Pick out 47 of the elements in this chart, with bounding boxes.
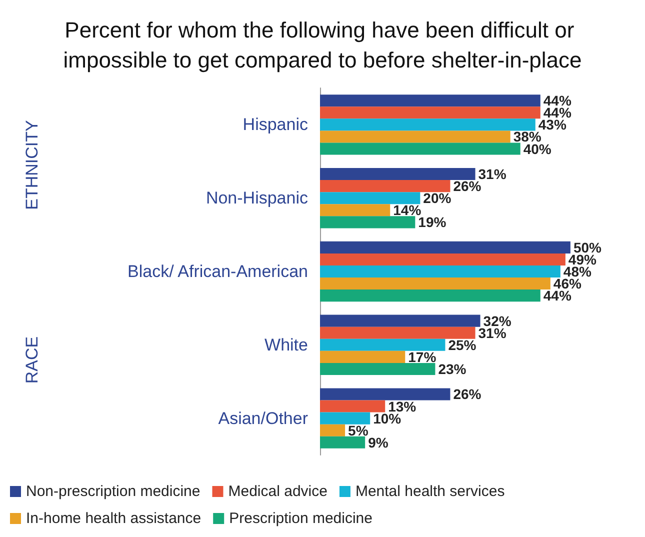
data-label: 9% (368, 434, 389, 450)
bar (320, 142, 520, 155)
bar (320, 265, 560, 278)
bar (320, 241, 570, 254)
bar (320, 192, 420, 204)
bar (320, 314, 480, 327)
y-tick-label: Non-Hispanic (206, 188, 308, 208)
bar (320, 338, 446, 351)
data-label: 25% (448, 336, 477, 353)
y-tick-label: Black/ African-American (128, 262, 308, 281)
data-label: 50% (573, 239, 602, 256)
bar (320, 168, 476, 180)
text: RACE (22, 336, 42, 384)
y-tick-label: Hispanic (242, 115, 308, 134)
data-label: 13% (388, 398, 417, 414)
data-label: 26% (453, 386, 482, 402)
bar (320, 180, 450, 192)
bar (320, 362, 436, 375)
bar (320, 424, 346, 436)
bar (320, 326, 476, 339)
legend-label: Non-prescription medicine (26, 483, 200, 500)
bar (320, 216, 416, 228)
bar (320, 350, 406, 363)
bar (320, 204, 390, 216)
data-label: 5% (348, 422, 369, 438)
data-label: 23% (438, 360, 467, 377)
legend-label: Medical advice (228, 483, 328, 500)
legend-label: Mental health services (355, 483, 505, 500)
data-label: 17% (408, 348, 437, 365)
bar (320, 388, 450, 400)
bar (320, 118, 536, 131)
text: ETHNICITY (22, 120, 42, 210)
bar (320, 290, 540, 302)
bar (320, 278, 550, 290)
bar (320, 400, 386, 412)
y-tick-label: White (264, 335, 308, 354)
bar (320, 253, 566, 266)
legend-label: In-home health assistance (26, 510, 202, 527)
bar (320, 130, 510, 143)
bar (320, 436, 366, 448)
y-tick-label: Asian/Other (218, 408, 308, 428)
bar (320, 106, 540, 119)
bar (320, 94, 540, 107)
chart-title: Percent for whom the following have been difficult or impossible to get compared to before shelter-in-place (63, 18, 582, 72)
bar (320, 412, 370, 424)
legend-label: Prescription medicine (229, 510, 373, 527)
data-label: 20% (423, 190, 452, 206)
